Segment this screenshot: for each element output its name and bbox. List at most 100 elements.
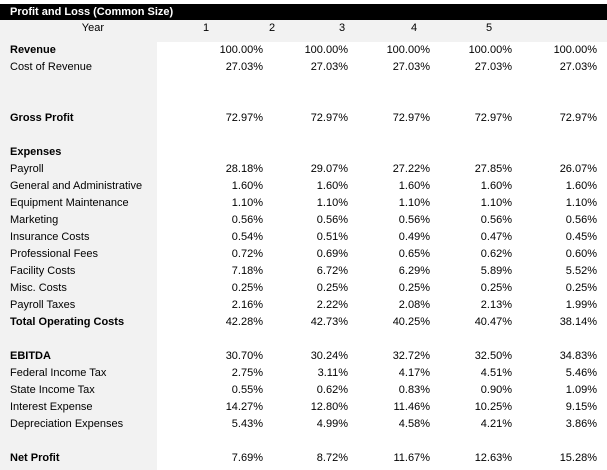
- row-label: Insurance Costs: [10, 231, 90, 243]
- value-cell: 1.10%: [565, 197, 597, 209]
- table-row: Revenue 100.00% 100.00% 100.00% 100.00% 100.0…: [0, 42, 607, 59]
- blank-row: [0, 127, 607, 144]
- table-row: Interest Expense 14.27% 12.80% 11.46% 10.25%…: [0, 399, 607, 416]
- row-label: Interest Expense: [10, 401, 93, 413]
- year-header-row: Year 1 2 3 4 5: [0, 20, 607, 37]
- value-cell: 10.25%: [474, 401, 512, 413]
- value-cell: 42.73%: [310, 316, 348, 328]
- value-cell: 0.56%: [398, 214, 430, 226]
- value-cell: 1.99%: [565, 299, 597, 311]
- row-label: Payroll Taxes: [10, 299, 76, 311]
- table-row: EBITDA 30.70% 30.24% 32.72% 32.50% 34.83%: [0, 348, 607, 365]
- value-cell: 0.83%: [398, 384, 430, 396]
- value-cell: 0.47%: [480, 231, 512, 243]
- table-row: Misc. Costs 0.25% 0.25% 0.25% 0.25% 0.25%: [0, 280, 607, 297]
- value-cell: 1.10%: [231, 197, 263, 209]
- value-cell: 1.60%: [398, 180, 430, 192]
- value-cell: 27.03%: [559, 61, 597, 73]
- value-cell: 30.70%: [225, 350, 263, 362]
- value-cell: 0.56%: [316, 214, 348, 226]
- value-cell: 42.28%: [225, 316, 263, 328]
- value-cell: 40.47%: [474, 316, 512, 328]
- table-row: Payroll 28.18% 29.07% 27.22% 27.85% 26.07%: [0, 161, 607, 178]
- table-row: Depreciation Expenses 5.43% 4.99% 4.58% 4.21…: [0, 416, 607, 433]
- value-cell: 100.00%: [304, 44, 348, 56]
- value-cell: 0.25%: [480, 282, 512, 294]
- table-row: Professional Fees 0.72% 0.69% 0.65% 0.62% 0.6…: [0, 246, 607, 263]
- value-cell: 1.60%: [316, 180, 348, 192]
- value-cell: 72.97%: [559, 112, 597, 124]
- row-label: Equipment Maintenance: [10, 197, 129, 209]
- value-cell: 100.00%: [553, 44, 597, 56]
- value-cell: 5.52%: [565, 265, 597, 277]
- value-cell: 1.10%: [316, 197, 348, 209]
- row-label: Revenue: [10, 44, 56, 56]
- row-label: Cost of Revenue: [10, 61, 92, 73]
- value-cell: 0.60%: [565, 248, 597, 260]
- value-cell: 2.16%: [231, 299, 263, 311]
- table-row: Gross Profit 72.97% 72.97% 72.97% 72.97% 72.9…: [0, 110, 607, 127]
- value-cell: 72.97%: [474, 112, 512, 124]
- blank-row: [0, 433, 607, 450]
- table-row: Net Profit 7.69% 8.72% 11.67% 12.63% 15.28%: [0, 450, 607, 467]
- value-cell: 0.25%: [316, 282, 348, 294]
- value-cell: 1.60%: [480, 180, 512, 192]
- value-cell: 4.99%: [316, 418, 348, 430]
- value-cell: 72.97%: [310, 112, 348, 124]
- value-cell: 32.72%: [392, 350, 430, 362]
- value-cell: 7.18%: [231, 265, 263, 277]
- blank-row: [0, 76, 607, 93]
- value-cell: 3.11%: [317, 367, 348, 379]
- table-row: Federal Income Tax 2.75% 3.11% 4.17% 4.51% 5.…: [0, 365, 607, 382]
- value-cell: 1.60%: [231, 180, 263, 192]
- value-cell: 2.08%: [398, 299, 430, 311]
- table-row: Expenses: [0, 144, 607, 161]
- value-cell: 100.00%: [468, 44, 512, 56]
- value-cell: 30.24%: [310, 350, 348, 362]
- table-row: Insurance Costs 0.54% 0.51% 0.49% 0.47% 0.45%: [0, 229, 607, 246]
- value-cell: 2.75%: [231, 367, 263, 379]
- label-column-background: [0, 20, 157, 470]
- year-header: 4: [411, 22, 418, 34]
- value-cell: 0.25%: [398, 282, 430, 294]
- table-row: Equipment Maintenance 1.10% 1.10% 1.10% 1.10…: [0, 195, 607, 212]
- value-cell: 12.63%: [474, 452, 512, 464]
- value-cell: 1.60%: [565, 180, 597, 192]
- sheet-title: Profit and Loss (Common Size): [0, 4, 607, 20]
- value-cell: 9.15%: [565, 401, 597, 413]
- table-row: General and Administrative 1.60% 1.60% 1.60…: [0, 178, 607, 195]
- value-cell: 0.54%: [231, 231, 263, 243]
- value-cell: 72.97%: [392, 112, 430, 124]
- value-cell: 11.67%: [393, 452, 431, 464]
- value-cell: 72.97%: [225, 112, 263, 124]
- value-cell: 4.17%: [398, 367, 430, 379]
- value-cell: 5.43%: [231, 418, 263, 430]
- pl-table-body: Revenue 100.00% 100.00% 100.00% 100.00% 100.0…: [0, 42, 607, 467]
- value-cell: 100.00%: [386, 44, 430, 56]
- value-cell: 27.03%: [474, 61, 512, 73]
- year-row-background: [0, 20, 607, 42]
- value-cell: 4.58%: [398, 418, 430, 430]
- value-cell: 0.65%: [398, 248, 430, 260]
- value-cell: 2.22%: [316, 299, 348, 311]
- value-cell: 27.03%: [392, 61, 430, 73]
- value-cell: 27.85%: [474, 163, 512, 175]
- value-cell: 14.27%: [225, 401, 263, 413]
- row-label: Total Operating Costs: [10, 316, 125, 328]
- value-cell: 0.25%: [565, 282, 597, 294]
- table-row: Total Operating Costs 42.28% 42.73% 40.25% 4…: [0, 314, 607, 331]
- value-cell: 32.50%: [474, 350, 512, 362]
- year-header: 3: [339, 22, 346, 34]
- row-label: Depreciation Expenses: [10, 418, 124, 430]
- table-row: Payroll Taxes 2.16% 2.22% 2.08% 2.13% 1.99%: [0, 297, 607, 314]
- value-cell: 3.86%: [565, 418, 597, 430]
- row-label: Gross Profit: [10, 112, 74, 124]
- value-cell: 11.46%: [393, 401, 431, 413]
- value-cell: 0.62%: [316, 384, 348, 396]
- row-label: Net Profit: [10, 452, 60, 464]
- value-cell: 0.25%: [231, 282, 263, 294]
- value-cell: 0.56%: [231, 214, 263, 226]
- year-header: 5: [486, 22, 493, 34]
- value-cell: 28.18%: [225, 163, 263, 175]
- value-cell: 7.69%: [231, 452, 263, 464]
